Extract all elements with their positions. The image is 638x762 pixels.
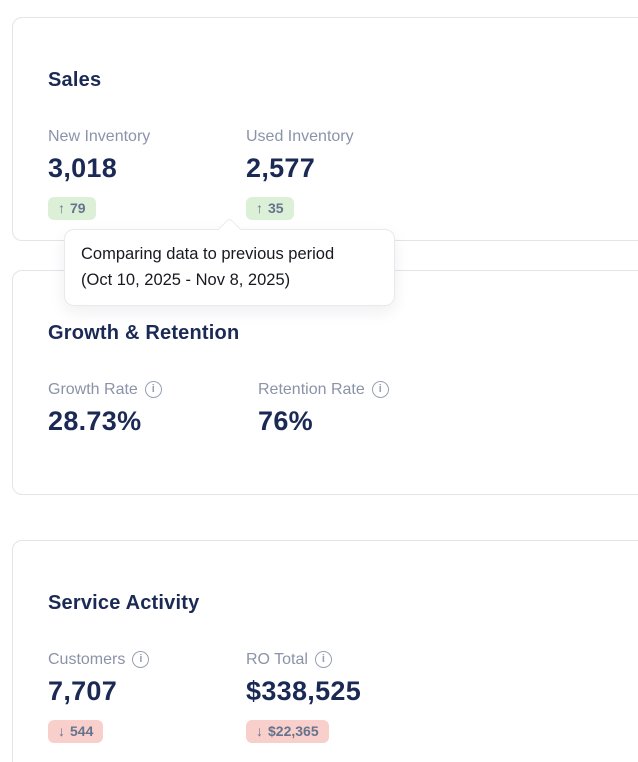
down-arrow-icon: ↓ — [58, 722, 65, 739]
sales-card: Sales New Inventory 3,018 ↑ 79 Used Inve… — [12, 17, 638, 241]
down-arrow-icon: ↓ — [256, 722, 263, 739]
delta-value: 79 — [70, 199, 86, 216]
metric-ro-total: RO Total i $338,525 ↓ $22,365 — [246, 650, 361, 743]
delta-badge[interactable]: ↓ $22,365 — [246, 719, 329, 743]
metric-label-text: New Inventory — [48, 127, 151, 145]
growth-retention-card-title: Growth & Retention — [48, 321, 240, 344]
metric-new-inventory: New Inventory 3,018 ↑ 79 — [48, 127, 208, 220]
metric-label: New Inventory — [48, 127, 150, 147]
up-arrow-icon: ↑ — [58, 199, 65, 216]
service-activity-card-title: Service Activity — [48, 591, 200, 614]
metric-label-text: Growth Rate — [48, 380, 138, 398]
metric-label-text: Customers — [48, 650, 126, 668]
delta-value: 544 — [70, 722, 94, 739]
metric-customers: Customers i 7,707 ↓ 544 — [48, 650, 208, 743]
tooltip-line-2: (Oct 10, 2025 - Nov 8, 2025) — [81, 271, 291, 289]
metric-value: 76% — [258, 405, 313, 436]
info-icon[interactable]: i — [144, 381, 162, 399]
growth-retention-card: Growth & Retention Growth Rate i 28.73% … — [12, 270, 638, 495]
delta-badge[interactable]: ↑ 79 — [48, 196, 96, 220]
service-metrics-row: Customers i 7,707 ↓ 544 RO Total i $338,… — [48, 650, 638, 743]
tooltip-line-1: Comparing data to previous period — [81, 245, 335, 263]
metric-used-inventory: Used Inventory 2,577 ↑ 35 — [246, 127, 354, 220]
up-arrow-icon: ↑ — [256, 199, 263, 216]
metric-label-text: Used Inventory — [246, 127, 354, 145]
sales-metrics-row: New Inventory 3,018 ↑ 79 Used Inventory … — [48, 127, 638, 220]
metric-label: RO Total i — [246, 650, 332, 670]
metric-value: $338,525 — [246, 675, 362, 706]
sales-card-title: Sales — [48, 68, 102, 91]
metric-retention-rate: Retention Rate i 76% — [258, 380, 389, 437]
delta-value: 35 — [268, 199, 284, 216]
metric-label: Used Inventory — [246, 127, 354, 147]
metric-label-text: Retention Rate — [258, 380, 365, 398]
info-icon[interactable]: i — [371, 381, 389, 399]
metric-label: Retention Rate i — [258, 380, 389, 400]
growth-metrics-row: Growth Rate i 28.73% Retention Rate i 76… — [48, 380, 638, 437]
metric-value: 3,018 — [48, 152, 118, 183]
metric-value: 7,707 — [48, 675, 118, 706]
metric-value: 28.73% — [48, 405, 142, 436]
metric-label: Customers i — [48, 650, 150, 670]
metric-label: Growth Rate i — [48, 380, 162, 400]
metric-label-text: RO Total — [246, 650, 308, 668]
metric-value: 2,577 — [246, 152, 316, 183]
metric-growth-rate: Growth Rate i 28.73% — [48, 380, 220, 437]
info-icon[interactable]: i — [132, 651, 150, 669]
delta-badge[interactable]: ↑ 35 — [246, 196, 294, 220]
comparison-tooltip: Comparing data to previous period (Oct 1… — [64, 217, 395, 306]
delta-value: $22,365 — [268, 722, 319, 739]
delta-badge[interactable]: ↓ 544 — [48, 719, 104, 743]
info-icon[interactable]: i — [314, 651, 332, 669]
service-activity-card: Service Activity Customers i 7,707 ↓ 544… — [12, 540, 638, 762]
